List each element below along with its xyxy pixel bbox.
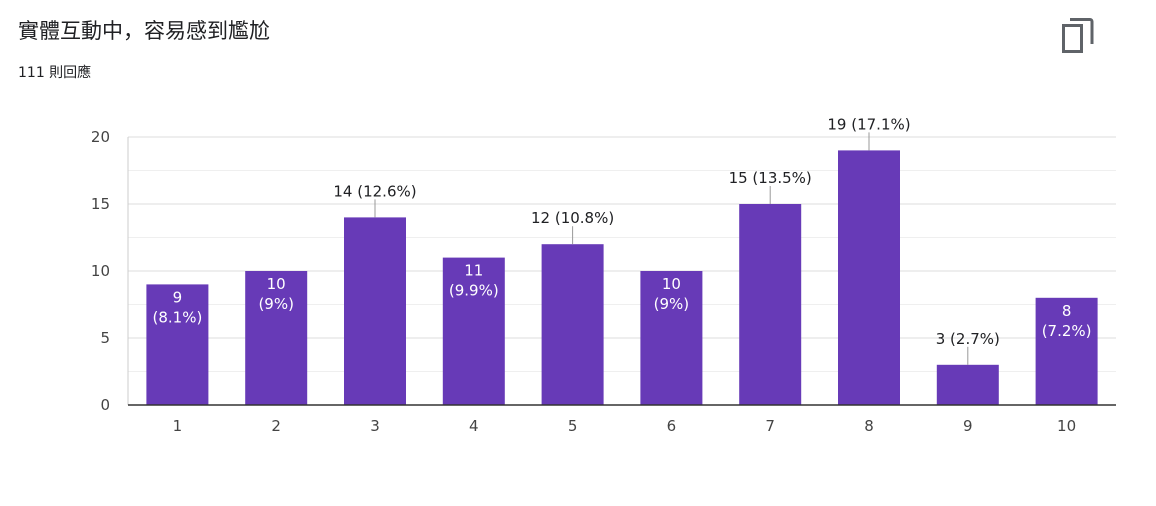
x-tick-label: 1 xyxy=(173,417,183,435)
y-tick-label: 20 xyxy=(91,128,110,146)
x-tick-label: 6 xyxy=(667,417,677,435)
bar xyxy=(838,150,900,405)
x-tick-label: 4 xyxy=(469,417,479,435)
x-tick-label: 9 xyxy=(963,417,973,435)
y-tick-label: 0 xyxy=(100,396,110,414)
bar-value-label: 10 xyxy=(662,275,681,293)
bar-value-label: 9 xyxy=(173,288,183,306)
response-count: 111 則回應 xyxy=(18,65,92,81)
x-tick-label: 8 xyxy=(864,417,874,435)
bar xyxy=(936,364,999,405)
bar xyxy=(640,271,703,405)
y-tick-label: 15 xyxy=(91,195,110,213)
bar-value-label: 11 xyxy=(464,262,483,280)
x-tick-label: 5 xyxy=(568,417,578,435)
copy-icon xyxy=(1062,18,1094,53)
copy-chart-button[interactable] xyxy=(1058,16,1098,56)
bar-percent-label: (9%) xyxy=(258,295,294,313)
x-tick-label: 7 xyxy=(765,417,775,435)
x-tick-label: 3 xyxy=(370,417,380,435)
bar xyxy=(146,284,209,405)
bar xyxy=(739,204,802,405)
x-tick-label: 10 xyxy=(1057,417,1076,435)
bar-value-label: 3 (2.7%) xyxy=(936,330,1000,348)
bar-value-label: 10 xyxy=(267,275,286,293)
bar xyxy=(541,244,604,405)
bar-value-label: 15 (13.5%) xyxy=(729,169,812,187)
bar-value-label: 14 (12.6%) xyxy=(333,182,416,200)
y-tick-label: 10 xyxy=(91,262,110,280)
y-tick-label: 5 xyxy=(100,329,110,347)
bar-percent-label: (9.9%) xyxy=(449,282,499,300)
bar xyxy=(1035,297,1098,405)
bar-value-label: 12 (10.8%) xyxy=(531,209,614,227)
bar-percent-label: (9%) xyxy=(654,295,690,313)
bar-percent-label: (8.1%) xyxy=(152,308,202,326)
bar xyxy=(344,217,406,405)
chart-title: 實體互動中，容易感到尷尬 xyxy=(18,19,270,43)
bar-percent-label: (7.2%) xyxy=(1042,322,1092,340)
bar-value-label: 19 (17.1%) xyxy=(827,115,910,133)
bar-value-label: 8 xyxy=(1062,302,1072,320)
bar xyxy=(245,271,308,405)
x-tick-label: 2 xyxy=(271,417,281,435)
bar xyxy=(442,257,505,405)
